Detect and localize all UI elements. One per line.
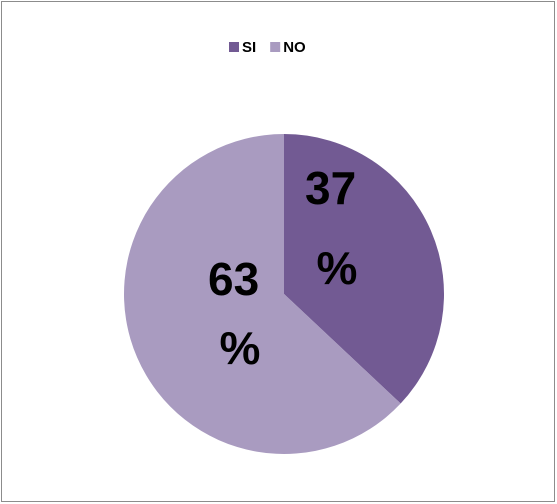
legend-label: NO (283, 39, 306, 56)
legend-label: SI (242, 39, 256, 56)
pie-slice (123, 134, 401, 455)
data-label: 63 % (208, 253, 272, 374)
legend-swatch (229, 42, 239, 52)
pie-slice (284, 134, 444, 404)
data-label: 37 % (305, 162, 369, 294)
legend-swatch (270, 42, 281, 52)
